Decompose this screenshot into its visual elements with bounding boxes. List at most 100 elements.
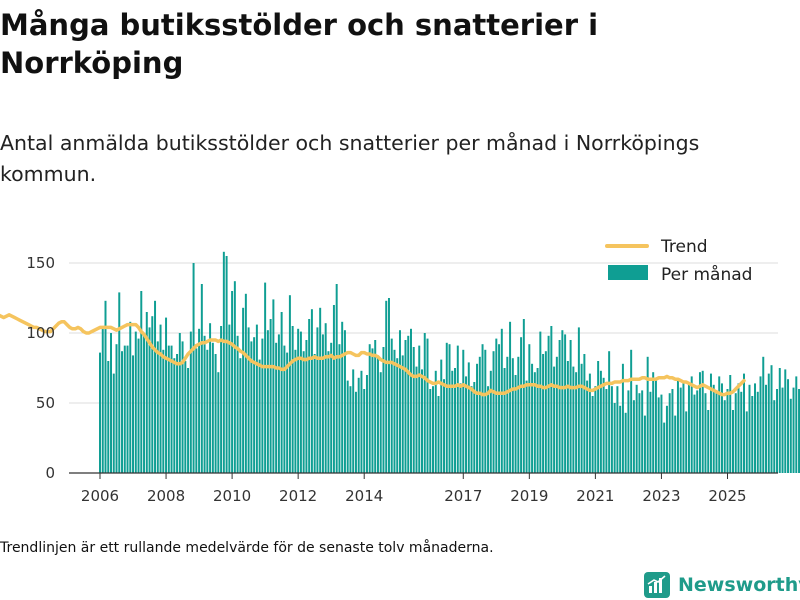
bar: [698, 372, 701, 473]
bar: [167, 345, 170, 473]
bar: [228, 324, 231, 473]
bar: [454, 368, 457, 473]
x-tick-label: 2019: [510, 487, 548, 505]
bar: [798, 389, 800, 473]
bar: [280, 312, 283, 473]
bar: [608, 351, 611, 473]
trend-line: [0, 313, 746, 397]
x-tick-label: 2010: [213, 487, 251, 505]
bar: [465, 376, 468, 473]
bar: [784, 369, 787, 473]
bar: [525, 380, 528, 473]
bar: [365, 375, 368, 473]
bar: [162, 349, 165, 473]
bar: [214, 354, 217, 473]
bar: [787, 379, 790, 473]
bar: [616, 386, 619, 473]
bar: [410, 328, 412, 473]
bar: [754, 383, 756, 473]
bar: [189, 331, 192, 473]
bar: [415, 366, 418, 473]
bar: [173, 358, 176, 473]
x-tick-label: 2021: [576, 487, 614, 505]
bar: [118, 292, 121, 473]
bar: [679, 387, 682, 473]
bar: [382, 347, 385, 473]
bar: [107, 361, 110, 473]
bar: [327, 351, 330, 473]
bar: [729, 375, 732, 473]
bar: [426, 338, 429, 473]
chart-subtitle: Antal anmälda butiksstölder och snatteri…: [0, 131, 700, 186]
bar: [123, 345, 126, 473]
bar: [151, 316, 154, 473]
bar: [231, 291, 234, 473]
bar: [583, 354, 586, 473]
bar: [291, 326, 294, 473]
x-tick-label: 2025: [708, 487, 746, 505]
newsworthy-logo-icon: [644, 572, 670, 598]
bar: [509, 321, 512, 473]
bar: [165, 317, 168, 473]
bar: [222, 251, 225, 473]
bar: [192, 263, 195, 473]
bar: [101, 327, 104, 473]
bar: [652, 372, 655, 473]
bar: [696, 390, 699, 473]
bar: [363, 389, 366, 473]
bar: [236, 335, 239, 473]
bar: [211, 342, 214, 473]
bar: [621, 363, 624, 473]
bar: [104, 300, 107, 473]
bar: [646, 356, 649, 473]
bar: [715, 391, 718, 473]
bar: [564, 334, 567, 473]
bar: [462, 349, 465, 473]
bar: [412, 347, 415, 473]
bar: [272, 299, 275, 473]
bar: [663, 422, 666, 473]
bar: [643, 415, 646, 473]
bar: [456, 345, 459, 473]
bar: [132, 355, 135, 473]
bar: [195, 348, 198, 473]
legend-trend-label: Trend: [660, 237, 708, 257]
bar: [553, 366, 556, 473]
bar: [795, 376, 798, 473]
bar: [258, 359, 261, 473]
bar: [709, 373, 712, 473]
bar: [308, 319, 311, 473]
bar: [154, 300, 157, 473]
bar: [470, 386, 473, 473]
bar: [547, 335, 550, 473]
bar: [734, 393, 737, 473]
bar: [170, 345, 173, 473]
bar: [550, 326, 553, 473]
bar: [200, 284, 203, 473]
bar: [506, 356, 509, 473]
legend-bar-label: Per månad: [661, 264, 752, 285]
bar: [492, 351, 495, 473]
bar: [487, 386, 490, 473]
bar: [305, 340, 308, 473]
bar: [558, 340, 561, 473]
x-tick-label: 2006: [81, 487, 119, 505]
bar: [520, 337, 523, 473]
bar: [473, 382, 476, 473]
bar: [745, 411, 748, 473]
y-tick-label: 50: [36, 394, 55, 412]
bar: [137, 338, 140, 473]
brand[interactable]: Newsworthy: [644, 570, 800, 600]
y-tick-label: 0: [45, 464, 55, 482]
bar: [544, 351, 547, 473]
bar: [360, 370, 363, 473]
bar: [432, 386, 434, 473]
bar: [723, 400, 726, 473]
bar: [253, 337, 256, 473]
bar: [539, 331, 542, 473]
bar: [478, 356, 481, 473]
bar: [401, 355, 404, 473]
bar: [533, 372, 536, 473]
x-axis-ticks: 2006 2008 2010 2012 2014 2017 2019 2021 2023 2025: [81, 473, 747, 505]
